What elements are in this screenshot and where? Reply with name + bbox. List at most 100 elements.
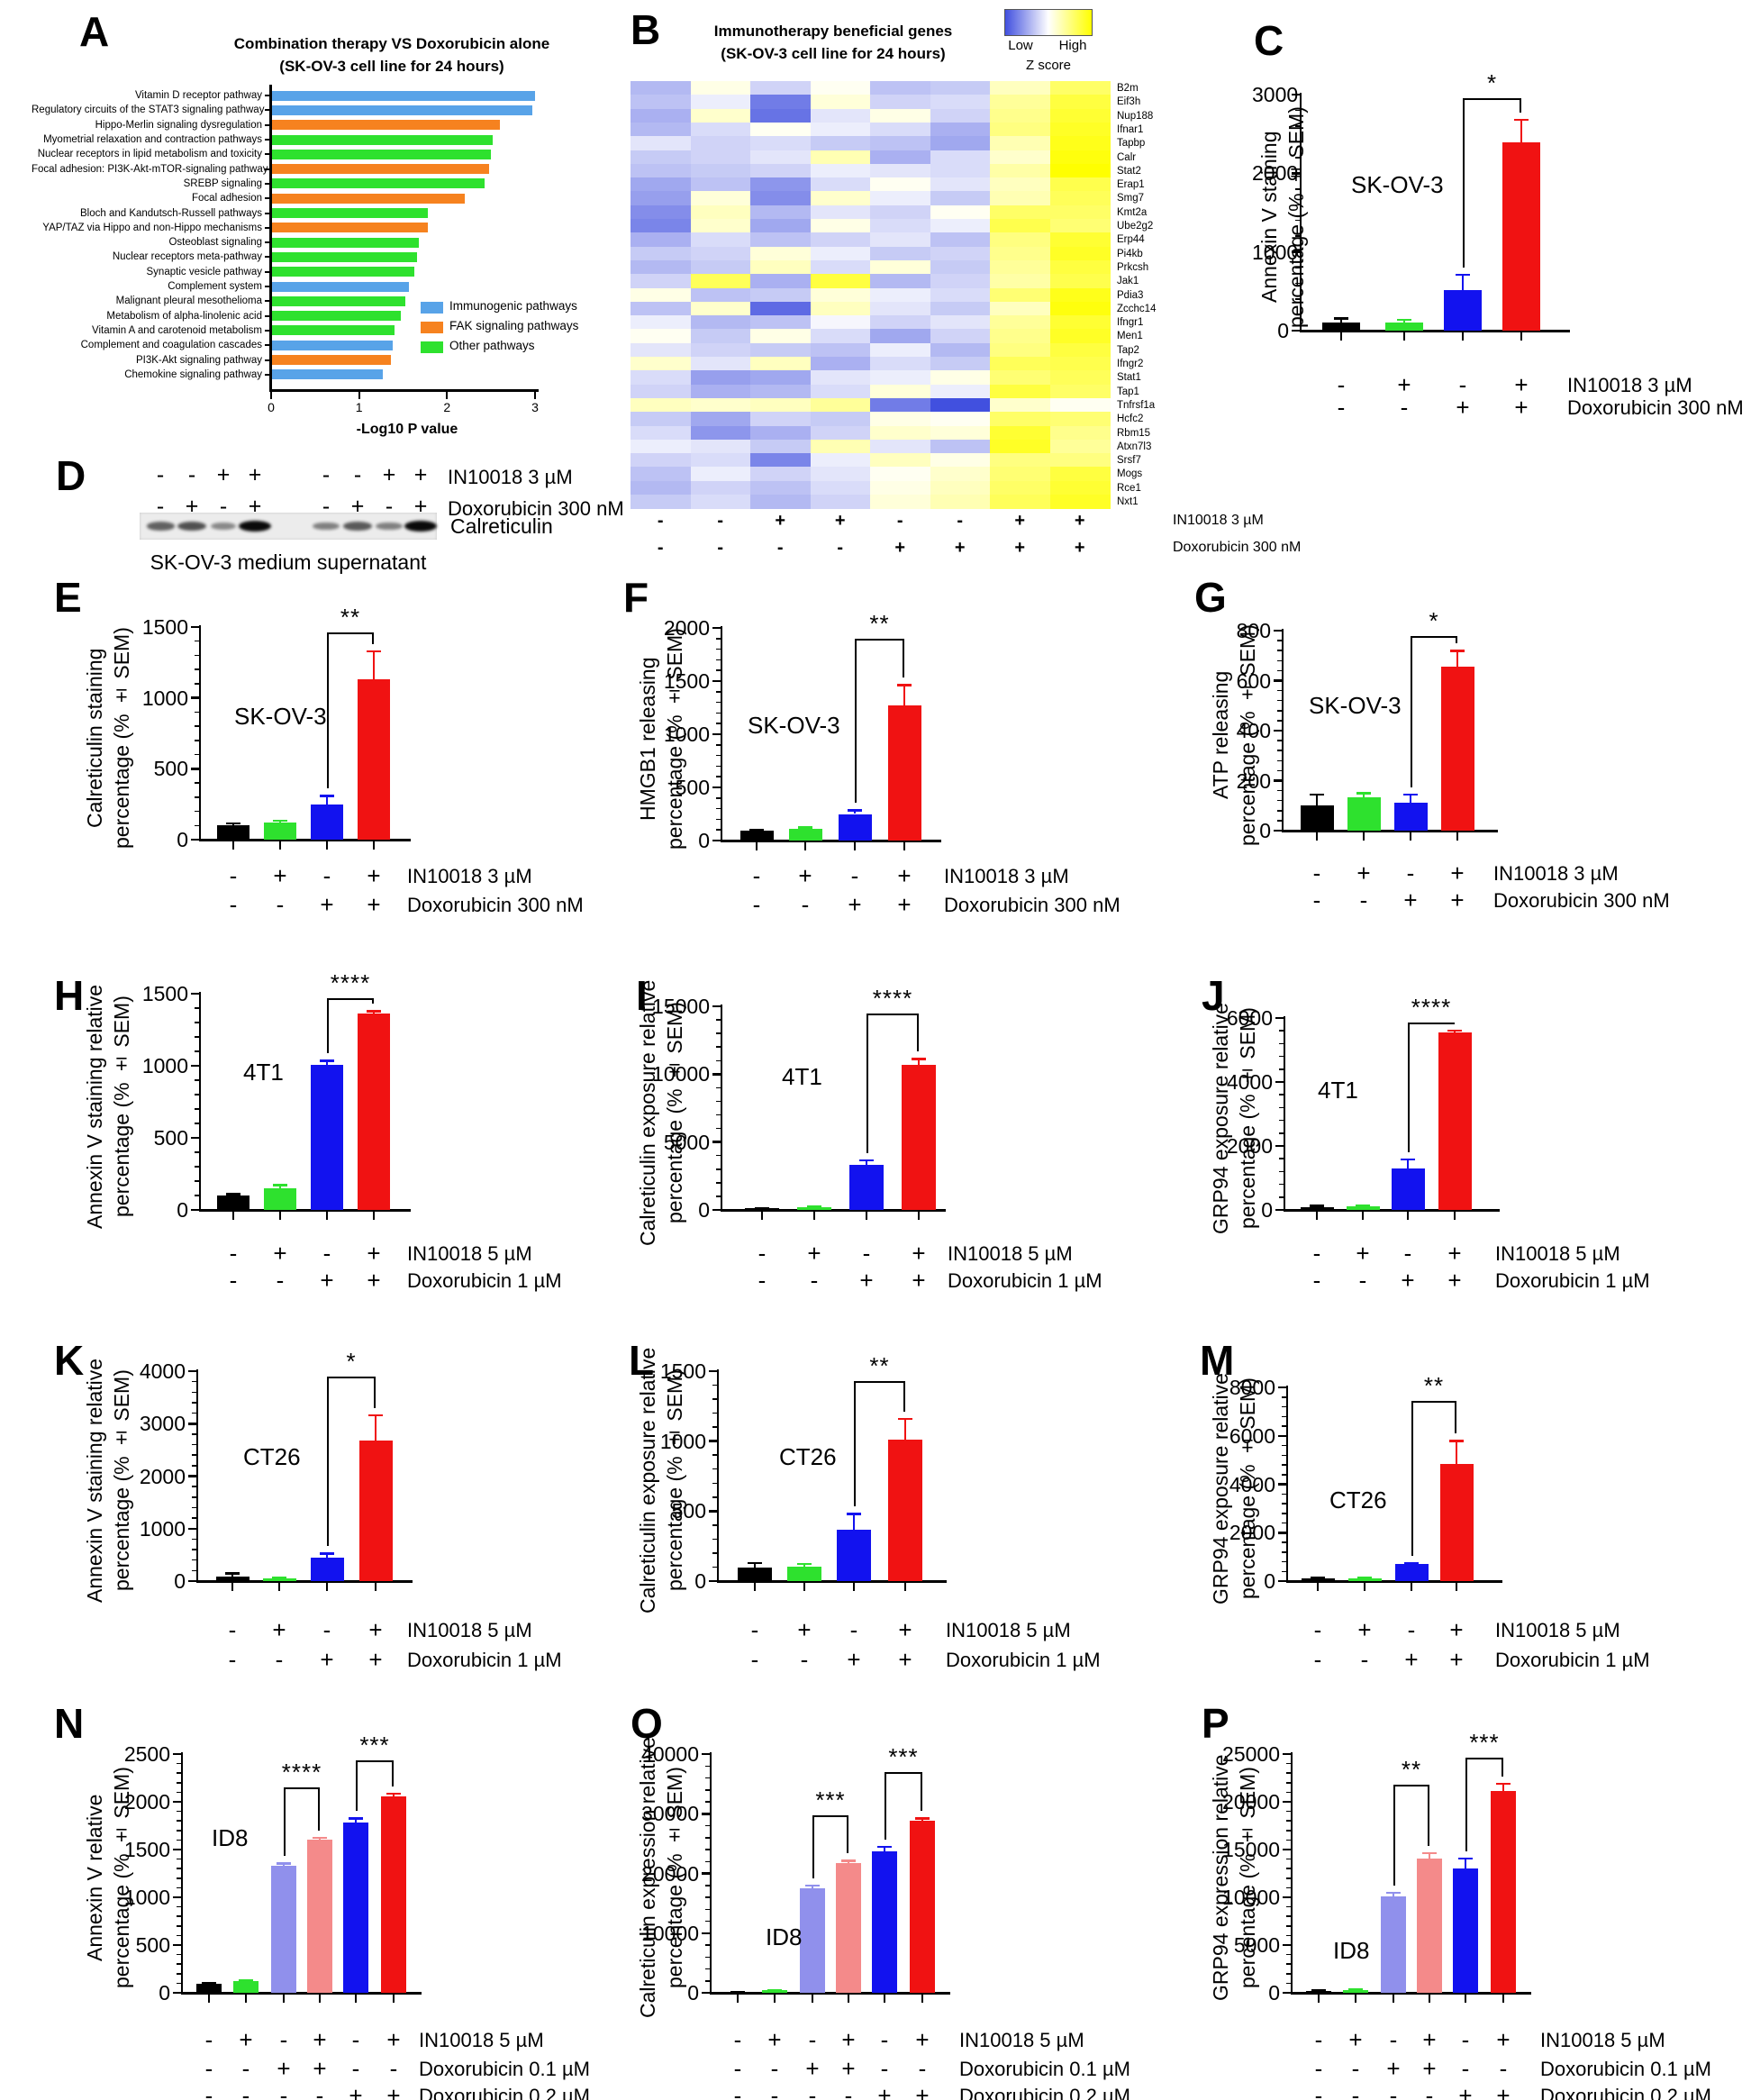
treatment-label: Doxorubicin 0.1 µM — [1540, 2058, 1711, 2080]
panel-b-title-line1: Immunotherapy beneficial genes — [713, 23, 953, 40]
treatment-sign: - — [957, 511, 964, 531]
treatment-sign: - — [322, 862, 331, 889]
x-axis-line — [1285, 1579, 1502, 1583]
sig-bracket-leg — [372, 997, 374, 1005]
y-minor-tick — [712, 1524, 717, 1526]
y-minor-tick — [1282, 1541, 1286, 1543]
bar — [836, 1862, 861, 1993]
sig-bracket-leg — [903, 638, 904, 678]
y-tick — [712, 786, 721, 789]
sig-bracket-leg — [917, 1013, 919, 1051]
y-tick — [191, 1064, 199, 1068]
treatment-sign: + — [313, 2026, 327, 2053]
heatmap-cell — [631, 122, 691, 137]
panel-b-title: Immunotherapy beneficial genes (SK-OV-3 … — [621, 20, 1045, 65]
bar — [1322, 323, 1360, 331]
y-minor-tick — [1286, 1839, 1291, 1841]
gene-label: Tap1 — [1117, 386, 1139, 397]
y-tick — [1278, 1386, 1286, 1389]
x-axis-line — [720, 839, 941, 842]
error-bar-cap — [877, 1845, 892, 1849]
error-bar-cap — [848, 809, 862, 812]
gene-label: Ifnar1 — [1117, 123, 1144, 135]
y-tick-label: 2500 — [123, 1742, 170, 1766]
treatment-sign: + — [775, 511, 786, 531]
bar — [264, 823, 296, 840]
y-tick — [1274, 679, 1282, 682]
sig-bracket-leg — [854, 1380, 856, 1507]
y-minor-tick — [1282, 1551, 1286, 1553]
heatmap-cell — [1049, 232, 1111, 248]
bar — [1347, 1577, 1382, 1581]
heatmap-cell — [1049, 287, 1111, 303]
x-tick — [903, 841, 906, 850]
treatment-sign: + — [239, 2026, 253, 2053]
y-axis-line — [198, 625, 201, 841]
heatmap-cell — [1049, 412, 1111, 426]
pathway-bar — [271, 178, 485, 189]
error-bar-line — [278, 1185, 282, 1188]
error-bar-cap — [767, 1988, 782, 1992]
treatment-label: Doxorubicin 0.1 µM — [419, 2058, 590, 2080]
gene-label: Jak1 — [1117, 276, 1139, 287]
y-minor-tick — [1286, 1925, 1291, 1927]
pathway-label: Focal adhesion: PI3K-Akt-mTOR-signaling … — [32, 163, 268, 175]
panel-p-letter: P — [1202, 1700, 1229, 1747]
y-minor-tick — [192, 1486, 196, 1487]
error-bar-line — [354, 1818, 358, 1823]
y-minor-tick — [177, 1953, 181, 1956]
heatmap-cell — [690, 259, 751, 275]
y-minor-tick — [192, 1443, 196, 1446]
heatmap-cell — [631, 108, 691, 123]
y-minor-tick — [716, 1032, 721, 1034]
heatmap-cell — [690, 342, 751, 358]
pathway-label: Malignant pleural mesothelioma — [115, 295, 262, 307]
x-tick — [1406, 1211, 1410, 1220]
y-tick — [191, 992, 199, 995]
y-minor-tick — [195, 1036, 199, 1038]
y-minor-tick — [1295, 141, 1300, 143]
treatment-sign: + — [272, 1616, 286, 1643]
heatmap-cell — [990, 108, 1050, 123]
heatmap-cell — [1049, 274, 1111, 288]
heatmap-cell — [1049, 329, 1111, 344]
y-minor-tick — [177, 1791, 181, 1794]
y-minor-tick — [1286, 1934, 1291, 1937]
panel-c-bar-chart: Annexin V staining percentage (% ± SEM) 0 1… — [1252, 18, 1751, 441]
bar — [1491, 1791, 1516, 1993]
y-minor-tick — [1282, 1415, 1286, 1417]
x-tick — [1409, 832, 1412, 841]
cell-line-label: 4T1 — [243, 1059, 284, 1086]
y-axis-line — [195, 1369, 198, 1583]
x-tick — [446, 392, 449, 399]
y-minor-tick — [712, 1538, 717, 1541]
y-tick-label: 8000 — [1229, 1376, 1275, 1399]
sig-bracket-leg — [374, 1376, 376, 1408]
treatment-sign: + — [368, 1646, 383, 1673]
heatmap-cell — [690, 467, 751, 482]
blot-band-label: Calreticulin — [450, 514, 553, 538]
bar — [1300, 805, 1334, 831]
x-tick — [1464, 1994, 1467, 2003]
blot-band — [210, 522, 237, 531]
y-axis-line — [1285, 1386, 1288, 1583]
heatmap-cell — [690, 191, 751, 206]
error-bar-cap — [749, 828, 764, 832]
y-minor-tick — [1279, 1030, 1284, 1032]
gene-label: Eif3h — [1117, 96, 1141, 108]
heatmap-cell — [930, 205, 991, 220]
treatment-label: IN10018 3 µM — [1173, 513, 1264, 528]
treatment-sign: - — [1313, 1616, 1322, 1643]
y-minor-tick — [1277, 740, 1282, 741]
y-minor-tick — [1279, 1183, 1284, 1186]
y-minor-tick — [1295, 235, 1300, 237]
panel-j-bar-chart: GRP94 exposure relative percentage (% ± S… — [1198, 977, 1751, 1306]
heatmap-cell — [631, 177, 691, 192]
error-bar-line — [1520, 119, 1523, 143]
panel-g-letter: G — [1194, 574, 1227, 621]
y-minor-tick — [705, 1896, 710, 1898]
panel-g-bar-chart: ATP releasing percentage (% ± SEM) 0 200 400… — [1198, 577, 1751, 937]
heatmap-cell — [750, 439, 811, 454]
gene-label: Ifngr1 — [1117, 317, 1144, 329]
